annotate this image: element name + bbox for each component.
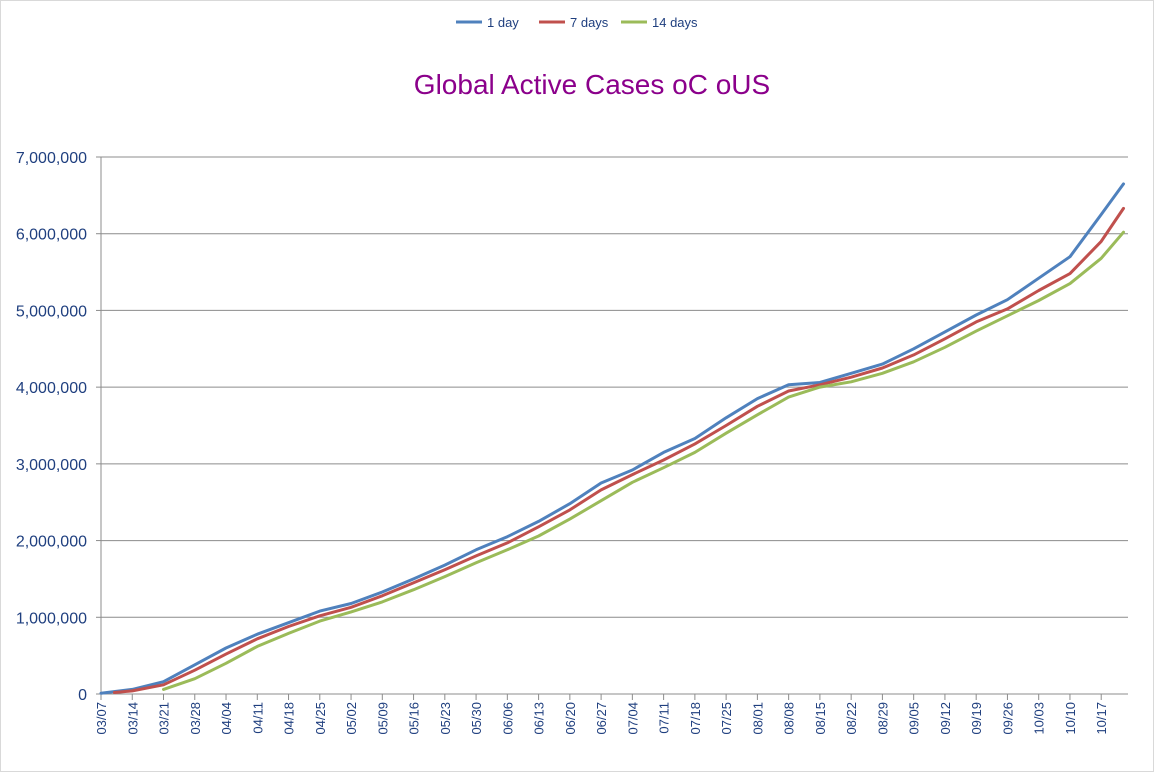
x-tick-label: 06/20 — [563, 702, 578, 735]
y-tick-label: 7,000,000 — [16, 150, 87, 167]
x-tick-label: 10/10 — [1063, 702, 1078, 735]
y-axis: 0 1,000,000 2,000,000 3,000,000 4,000,000 5,0… — [16, 150, 102, 704]
chart-title: Global Active Cases oC oUS — [414, 69, 770, 100]
x-tick-label: 07/25 — [719, 702, 734, 735]
x-tick-label: 09/19 — [969, 702, 984, 735]
x-tick-label: 10/03 — [1032, 702, 1047, 735]
x-tick-label: 09/26 — [1000, 702, 1015, 735]
x-tick-label: 09/05 — [907, 702, 922, 735]
x-tick-label: 04/18 — [282, 702, 297, 735]
x-tick-label: 04/11 — [250, 702, 265, 734]
x-axis: 03/07 03/14 03/21 03/28 04/04 04/11 04/18 04/25… — [94, 693, 1128, 735]
x-tick-label: 06/13 — [532, 702, 547, 735]
x-tick-label: 04/04 — [219, 702, 234, 735]
y-tick-label: 1,000,000 — [16, 610, 87, 627]
series-line — [162, 230, 1125, 691]
x-tick-label: 03/28 — [188, 702, 203, 735]
x-tick-label: 05/30 — [469, 702, 484, 735]
x-tick-label: 08/01 — [750, 702, 765, 735]
legend-label: 14 days — [652, 15, 698, 30]
x-tick-label: 03/07 — [94, 702, 109, 735]
x-tick-label: 07/18 — [688, 702, 703, 735]
series-lines — [99, 182, 1125, 695]
x-tick-label: 05/16 — [407, 702, 422, 735]
y-tick-label: 2,000,000 — [16, 534, 87, 551]
x-tick-label: 08/22 — [844, 702, 859, 735]
y-tick-label: 3,000,000 — [16, 457, 87, 474]
x-tick-label: 05/23 — [438, 702, 453, 735]
x-tick-label: 05/02 — [344, 702, 359, 735]
series-line — [99, 182, 1125, 695]
x-tick-label: 09/12 — [938, 702, 953, 735]
gridlines — [101, 156, 1128, 618]
x-tick-label: 07/04 — [625, 702, 640, 735]
legend-label: 7 days — [570, 15, 609, 30]
y-tick-label: 0 — [78, 687, 87, 704]
x-tick-label: 08/08 — [782, 702, 797, 735]
x-tick-label: 08/29 — [875, 702, 890, 735]
x-tick-label: 06/27 — [594, 702, 609, 735]
x-tick-label: 03/14 — [125, 702, 140, 735]
x-tick-label: 06/06 — [500, 702, 515, 735]
y-tick-label: 5,000,000 — [16, 303, 87, 320]
x-tick-label: 10/17 — [1094, 702, 1109, 735]
series-line — [112, 206, 1125, 694]
legend: 1 day 7 days 14 days — [456, 15, 698, 30]
x-tick-label: 04/25 — [313, 702, 328, 735]
legend-label: 1 day — [487, 15, 519, 30]
x-tick-label: 03/21 — [157, 702, 172, 735]
x-tick-label: 05/09 — [375, 702, 390, 735]
x-tick-label: 08/15 — [813, 702, 828, 735]
x-tick-label: 07/11 — [657, 702, 672, 734]
y-tick-label: 4,000,000 — [16, 380, 87, 397]
y-tick-label: 6,000,000 — [16, 227, 87, 244]
